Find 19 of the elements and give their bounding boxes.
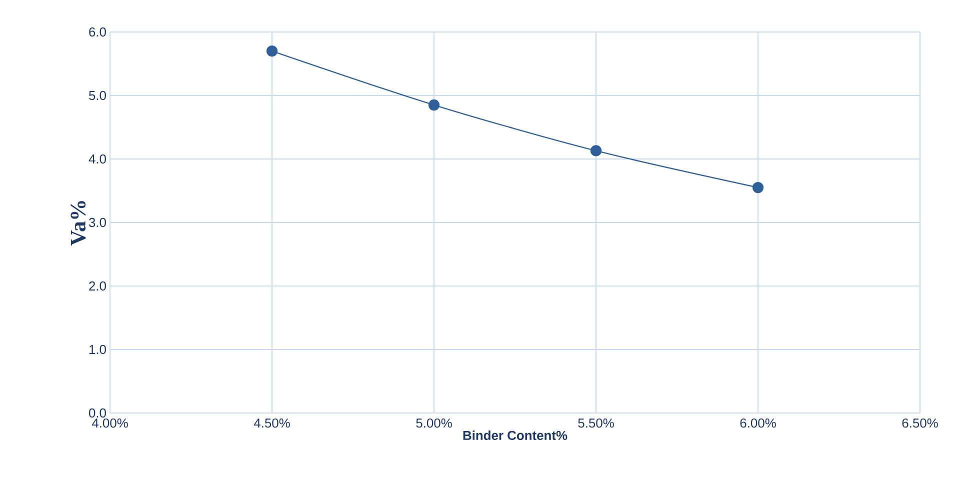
x-axis-title: Binder Content% xyxy=(463,430,568,440)
y-tick-label: 3.0 xyxy=(88,218,106,228)
x-tick-label: 5.50% xyxy=(578,418,614,428)
x-tick-label: 5.00% xyxy=(416,418,452,428)
x-tick-label: 4.50% xyxy=(254,418,290,428)
x-tick-label: 6.50% xyxy=(902,418,938,428)
y-tick-label: 0.0 xyxy=(88,408,106,418)
y-tick-label: 6.0 xyxy=(89,27,106,37)
point xyxy=(590,145,602,156)
point xyxy=(266,45,278,57)
point xyxy=(752,182,764,194)
y-tick-label: 4.0 xyxy=(88,154,106,164)
y-tick-label: 1.0 xyxy=(89,344,106,354)
point xyxy=(428,99,440,111)
x-tick-label: 6.00% xyxy=(740,418,776,428)
y-tick-label: 2.0 xyxy=(89,281,106,291)
x-tick-label: 4.00% xyxy=(92,418,128,428)
y-axis-title: Va% xyxy=(70,201,86,246)
y-tick-label: 5.0 xyxy=(89,90,106,100)
